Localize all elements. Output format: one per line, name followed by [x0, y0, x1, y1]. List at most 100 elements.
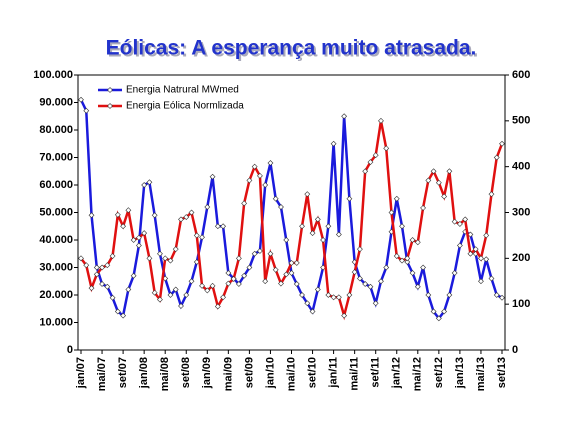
marker [214, 223, 221, 230]
marker [356, 246, 363, 253]
chart-title-shadow: Eólicas: A esperança muito atrasada. [108, 39, 479, 62]
marker [356, 275, 363, 282]
marker [304, 300, 311, 307]
y-tick-label: 10.000 [39, 316, 73, 328]
marker [193, 232, 200, 239]
marker [246, 264, 253, 271]
marker [135, 242, 142, 249]
marker [420, 264, 426, 271]
x-tick-label: jan/10 [264, 357, 276, 389]
x-tick-label: set/12 [433, 357, 445, 388]
marker [278, 280, 284, 287]
marker [414, 283, 421, 290]
marker [220, 223, 227, 230]
marker [99, 281, 105, 287]
marker [483, 232, 490, 239]
marker [409, 237, 416, 243]
marker [304, 191, 311, 198]
marker [420, 204, 426, 211]
x-tick-label: mai/07 [96, 357, 108, 391]
marker [93, 264, 100, 271]
x-tick-label: jan/08 [138, 357, 150, 389]
marker [456, 221, 463, 227]
marker [262, 278, 269, 285]
marker [272, 266, 279, 273]
marker [325, 292, 332, 298]
marker [199, 234, 205, 241]
marker [378, 278, 384, 285]
marker [262, 182, 269, 188]
marker [472, 246, 479, 253]
marker [309, 308, 316, 315]
x-tick-label: mai/11 [349, 357, 361, 391]
marker [235, 255, 242, 262]
legend-label: Energia Natrural MWmed [126, 85, 239, 96]
marker [493, 292, 500, 298]
x-tick-label: set/13 [496, 357, 508, 388]
marker [146, 179, 153, 186]
y2-tick-label: 100 [512, 298, 530, 310]
y-tick-label: 50.000 [39, 206, 73, 218]
y2-tick-label: 0 [512, 344, 518, 356]
marker [88, 212, 95, 219]
marker [272, 195, 279, 202]
marker [125, 207, 132, 214]
marker [257, 172, 263, 179]
marker [320, 237, 326, 243]
marker [346, 292, 353, 298]
marker [404, 255, 411, 262]
marker [488, 275, 495, 282]
marker [267, 250, 274, 257]
marker [335, 231, 342, 238]
marker [409, 270, 416, 276]
marker [178, 303, 184, 309]
marker [483, 256, 490, 263]
y-tick-label: 20.000 [39, 289, 73, 301]
marker [399, 223, 405, 230]
marker [151, 289, 158, 296]
marker [172, 246, 179, 253]
x-tick-label: jan/11 [328, 357, 340, 389]
marker [157, 296, 163, 303]
marker [283, 271, 290, 278]
marker [230, 276, 237, 282]
marker [225, 270, 232, 276]
y-tick-label: 70.000 [39, 151, 73, 163]
marker [467, 250, 474, 257]
marker [456, 242, 463, 249]
marker [135, 234, 142, 241]
x-tick-label: mai/12 [412, 357, 424, 391]
marker [478, 278, 484, 285]
marker [435, 315, 442, 322]
marker [288, 270, 295, 276]
marker [109, 253, 116, 259]
marker [241, 200, 248, 207]
legend-marker [107, 87, 113, 93]
marker [372, 300, 379, 307]
marker [120, 223, 127, 230]
marker [99, 264, 105, 271]
marker [141, 230, 148, 237]
x-tick-label: set/07 [117, 357, 129, 388]
marker [425, 292, 432, 298]
marker [183, 214, 190, 221]
marker [278, 204, 284, 210]
marker [451, 270, 458, 276]
y2-tick-label: 300 [512, 206, 530, 218]
marker [214, 303, 221, 310]
marker [83, 107, 90, 114]
marker [425, 177, 432, 184]
marker [188, 278, 195, 285]
marker [204, 287, 211, 294]
x-tick-label: mai/13 [475, 357, 487, 391]
marker [167, 292, 174, 298]
marker [435, 179, 442, 186]
marker [367, 159, 374, 166]
marker [246, 177, 253, 184]
x-tick-label: jan/13 [454, 357, 466, 389]
marker [141, 182, 148, 188]
series-line [80, 120, 504, 321]
marker [383, 264, 390, 271]
y-tick-label: 40.000 [39, 234, 73, 246]
marker [83, 262, 90, 269]
